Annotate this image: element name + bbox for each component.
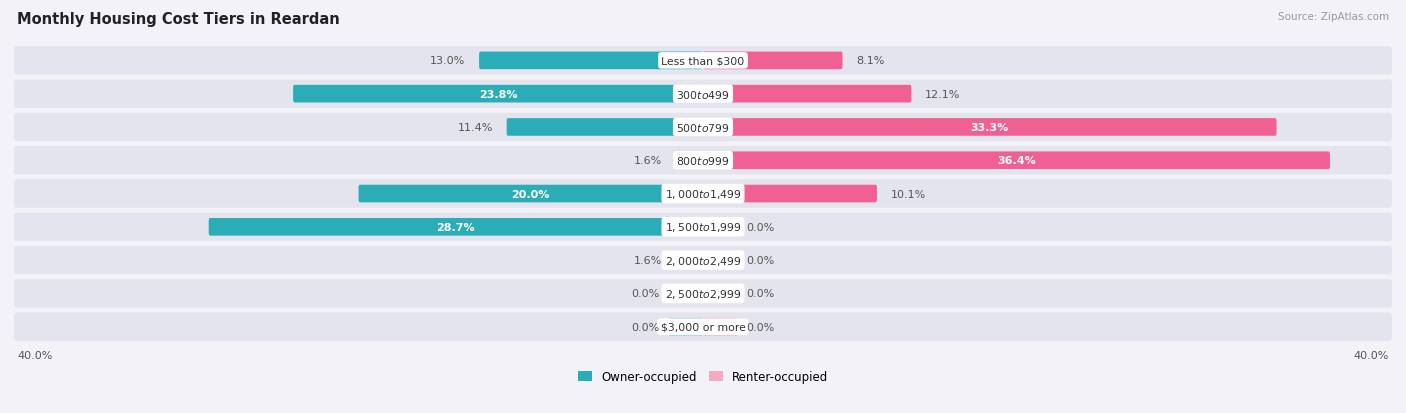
Text: $800 to $999: $800 to $999 <box>676 155 730 167</box>
Text: Monthly Housing Cost Tiers in Reardan: Monthly Housing Cost Tiers in Reardan <box>17 12 340 27</box>
Text: 0.0%: 0.0% <box>747 256 775 266</box>
Text: 11.4%: 11.4% <box>457 123 494 133</box>
FancyBboxPatch shape <box>479 52 703 70</box>
FancyBboxPatch shape <box>14 280 1392 308</box>
Text: 33.3%: 33.3% <box>970 123 1010 133</box>
FancyBboxPatch shape <box>703 252 738 269</box>
FancyBboxPatch shape <box>14 47 1392 76</box>
FancyBboxPatch shape <box>14 114 1392 142</box>
Text: 0.0%: 0.0% <box>631 289 659 299</box>
FancyBboxPatch shape <box>14 147 1392 175</box>
Text: 0.0%: 0.0% <box>747 222 775 232</box>
FancyBboxPatch shape <box>669 285 703 302</box>
FancyBboxPatch shape <box>703 218 738 236</box>
FancyBboxPatch shape <box>14 180 1392 208</box>
Text: 1.6%: 1.6% <box>634 156 662 166</box>
FancyBboxPatch shape <box>292 85 703 103</box>
Text: 28.7%: 28.7% <box>436 222 475 232</box>
Text: 10.1%: 10.1% <box>891 189 927 199</box>
Text: $1,500 to $1,999: $1,500 to $1,999 <box>665 221 741 234</box>
FancyBboxPatch shape <box>14 213 1392 242</box>
Text: $2,000 to $2,499: $2,000 to $2,499 <box>665 254 741 267</box>
Text: $500 to $799: $500 to $799 <box>676 122 730 134</box>
Text: Less than $300: Less than $300 <box>661 56 745 66</box>
FancyBboxPatch shape <box>675 152 703 170</box>
Text: 40.0%: 40.0% <box>1353 350 1389 360</box>
FancyBboxPatch shape <box>703 152 1330 170</box>
FancyBboxPatch shape <box>506 119 703 136</box>
Text: 12.1%: 12.1% <box>925 90 960 100</box>
Text: $3,000 or more: $3,000 or more <box>661 322 745 332</box>
Text: $300 to $499: $300 to $499 <box>676 88 730 100</box>
Text: 8.1%: 8.1% <box>856 56 884 66</box>
Text: 1.6%: 1.6% <box>634 256 662 266</box>
FancyBboxPatch shape <box>703 85 911 103</box>
Text: 0.0%: 0.0% <box>631 322 659 332</box>
FancyBboxPatch shape <box>14 246 1392 275</box>
Text: $2,500 to $2,999: $2,500 to $2,999 <box>665 287 741 300</box>
FancyBboxPatch shape <box>703 318 738 336</box>
Text: 0.0%: 0.0% <box>747 322 775 332</box>
Text: Source: ZipAtlas.com: Source: ZipAtlas.com <box>1278 12 1389 22</box>
FancyBboxPatch shape <box>14 313 1392 341</box>
FancyBboxPatch shape <box>703 119 1277 136</box>
Legend: Owner-occupied, Renter-occupied: Owner-occupied, Renter-occupied <box>578 370 828 383</box>
Text: 0.0%: 0.0% <box>747 289 775 299</box>
FancyBboxPatch shape <box>208 218 703 236</box>
Text: $1,000 to $1,499: $1,000 to $1,499 <box>665 188 741 201</box>
FancyBboxPatch shape <box>359 185 703 203</box>
Text: 40.0%: 40.0% <box>17 350 53 360</box>
FancyBboxPatch shape <box>14 80 1392 109</box>
FancyBboxPatch shape <box>703 285 738 302</box>
Text: 23.8%: 23.8% <box>479 90 517 100</box>
Text: 36.4%: 36.4% <box>997 156 1036 166</box>
FancyBboxPatch shape <box>703 52 842 70</box>
Text: 20.0%: 20.0% <box>512 189 550 199</box>
Text: 13.0%: 13.0% <box>430 56 465 66</box>
FancyBboxPatch shape <box>675 252 703 269</box>
FancyBboxPatch shape <box>669 318 703 336</box>
FancyBboxPatch shape <box>703 185 877 203</box>
